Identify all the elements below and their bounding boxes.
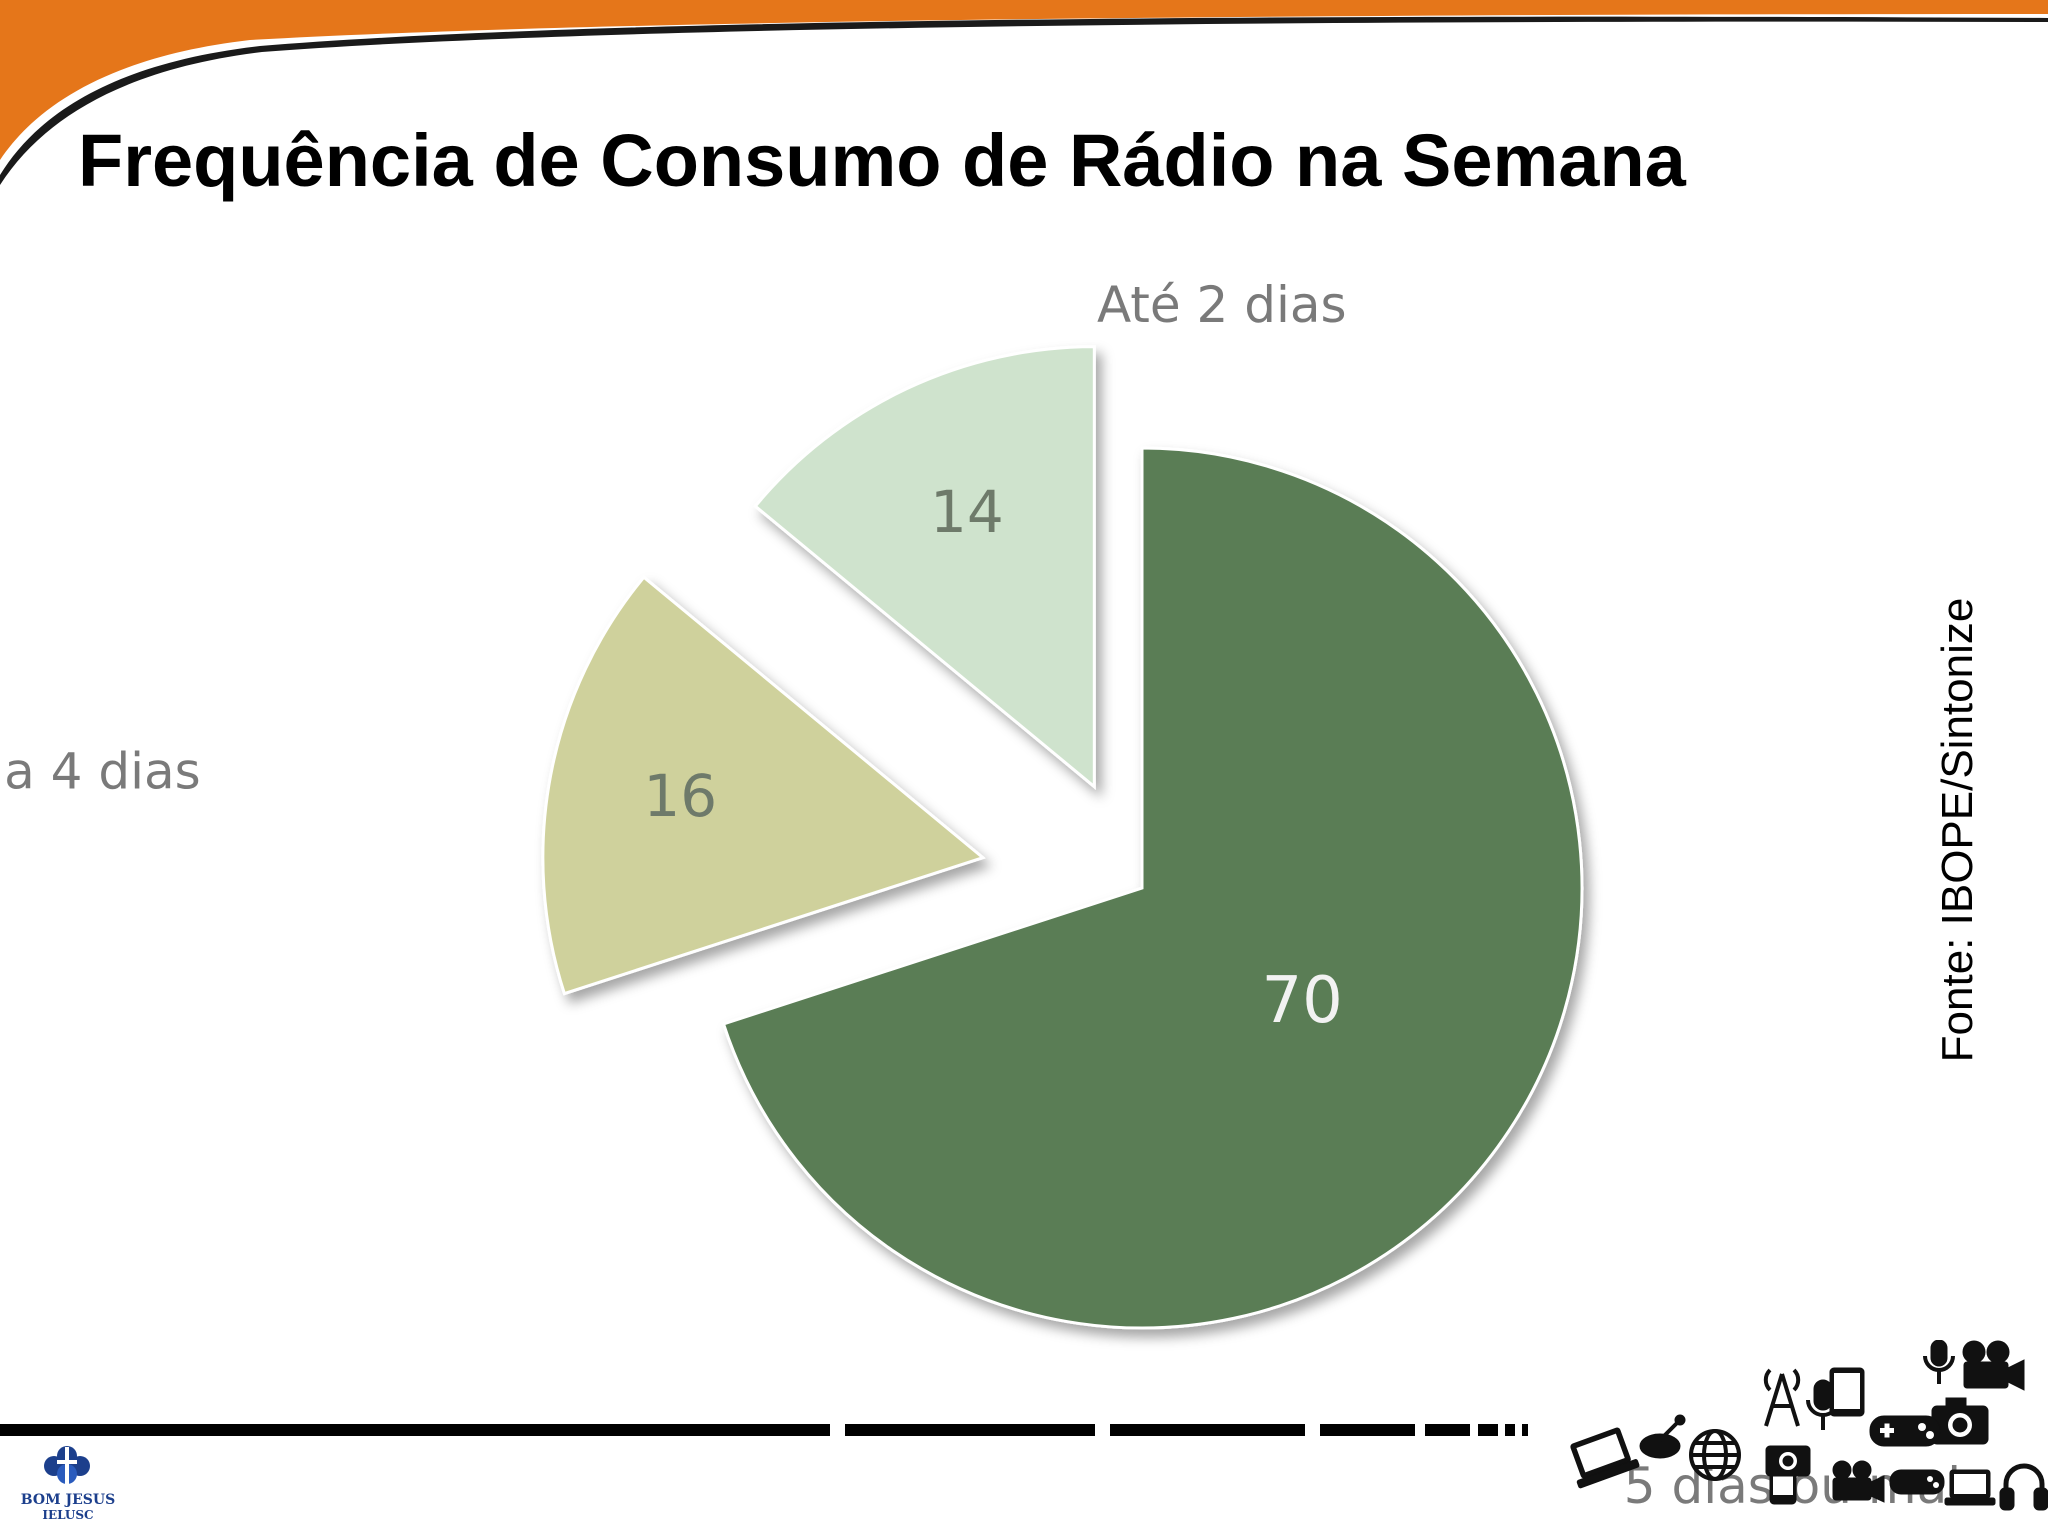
- bom-jesus-logo: [44, 1446, 90, 1484]
- camera-icon: [1765, 1445, 1811, 1477]
- globe-icon: [1689, 1429, 1741, 1481]
- footer-divider: [0, 1424, 1528, 1436]
- tablet-icon: [1829, 1367, 1865, 1417]
- header-band: [0, 0, 2048, 185]
- logo-text-line2: IELUSC: [42, 1508, 94, 1522]
- laptop-icon: [1570, 1427, 1640, 1489]
- slice-value-label: 70: [1261, 964, 1342, 1038]
- slice-value-label: 14: [930, 478, 1004, 546]
- laptop-icon: [1944, 1469, 1996, 1506]
- slide-title: Frequência de Consumo de Rádio na Semana: [78, 119, 1686, 202]
- satellite-icon: [1639, 1414, 1686, 1459]
- microphone-icon: [1923, 1340, 1955, 1384]
- pie-slice-1: [721, 446, 1584, 1330]
- camera-icon: [1931, 1397, 1989, 1445]
- header-orange-band: [0, 0, 2048, 160]
- logo-text-line1: BOM JESUS: [20, 1492, 116, 1508]
- video-camera-icon: [1962, 1340, 2025, 1391]
- slice-value-label: 16: [643, 762, 717, 830]
- video-camera-icon: [1832, 1460, 1885, 1503]
- media-icons-cluster: [1570, 1340, 2048, 1511]
- pie-slice-2: [541, 575, 986, 996]
- slice-category-label: Até 2 dias: [1097, 276, 1347, 334]
- radio-tower-icon: [1763, 1368, 1801, 1427]
- gamepad-icon: [1869, 1415, 1941, 1447]
- headphones-icon: [1999, 1463, 2048, 1511]
- source-note: Fonte: IBOPE/Sintonize: [1933, 597, 1982, 1063]
- slice-category-label: 3 a 4 dias: [0, 743, 201, 801]
- pie-slice-3: [753, 345, 1096, 790]
- gamepad-icon: [1889, 1469, 1945, 1495]
